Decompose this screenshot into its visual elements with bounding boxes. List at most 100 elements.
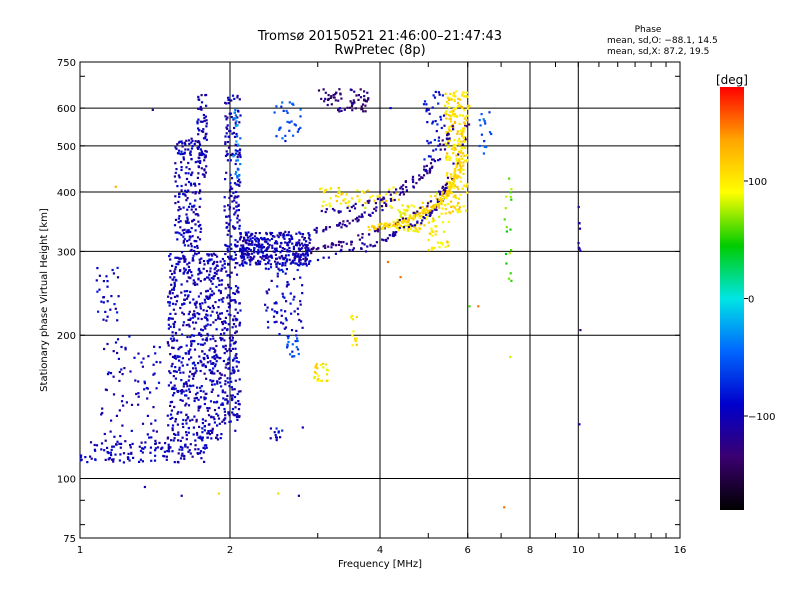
data-point: [230, 255, 233, 258]
data-point: [187, 139, 191, 142]
data-point: [141, 422, 145, 425]
data-point: [462, 161, 465, 164]
data-point: [180, 161, 183, 164]
data-point: [436, 192, 439, 195]
data-point: [447, 142, 450, 145]
data-point: [363, 99, 366, 102]
data-point: [116, 319, 119, 322]
data-point: [434, 233, 437, 236]
data-point: [234, 173, 237, 176]
data-point: [199, 359, 202, 362]
data-point: [381, 238, 384, 241]
data-point: [178, 192, 181, 195]
data-point: [214, 339, 217, 343]
data-point: [238, 152, 241, 155]
data-point: [180, 391, 183, 394]
data-point: [226, 377, 229, 380]
data-point: [301, 284, 304, 287]
data-point: [176, 390, 180, 393]
data-point: [452, 183, 455, 187]
data-point: [236, 392, 239, 396]
data-point: [418, 178, 421, 181]
data-point: [235, 170, 238, 174]
data-point: [192, 361, 196, 364]
data-point: [449, 191, 452, 194]
data-point: [235, 124, 238, 128]
data-point: [253, 238, 257, 241]
data-point: [266, 242, 270, 245]
data-point: [193, 397, 196, 400]
data-point: [437, 102, 440, 105]
data-point: [169, 276, 172, 279]
data-point: [198, 153, 201, 156]
data-point: [339, 202, 342, 205]
data-point: [308, 260, 311, 263]
data-point: [170, 400, 174, 403]
data-point: [215, 328, 218, 331]
data-point: [296, 268, 299, 272]
data-point: [478, 119, 481, 122]
data-point: [508, 252, 511, 255]
data-point: [367, 201, 370, 204]
data-point: [412, 229, 415, 232]
data-point: [254, 232, 257, 235]
data-point: [107, 371, 110, 374]
data-point: [382, 239, 385, 242]
data-point: [172, 322, 175, 325]
data-point: [420, 215, 423, 218]
data-point: [437, 136, 441, 139]
data-point: [194, 161, 197, 164]
data-point: [191, 191, 194, 194]
data-point: [169, 417, 172, 420]
data-point: [209, 429, 212, 432]
data-point: [302, 244, 305, 247]
data-point: [261, 246, 264, 249]
data-point: [182, 385, 185, 388]
data-point: [428, 171, 431, 174]
data-point: [171, 424, 175, 427]
data-point: [299, 108, 302, 111]
data-point: [198, 141, 201, 144]
data-point: [235, 356, 238, 359]
data-point: [267, 246, 270, 249]
data-point: [251, 233, 254, 236]
data-point: [286, 248, 289, 251]
data-point: [169, 325, 172, 328]
data-point: [359, 96, 363, 99]
data-point: [206, 319, 209, 322]
data-point: [456, 186, 459, 189]
data-point: [463, 154, 466, 157]
data-point: [452, 110, 455, 113]
data-point: [371, 211, 374, 214]
data-point: [461, 94, 464, 97]
data-point: [194, 199, 197, 202]
data-point: [447, 186, 450, 189]
data-point: [193, 372, 196, 375]
data-point: [237, 195, 240, 198]
data-point: [466, 183, 469, 186]
data-point: [122, 461, 125, 464]
data-point: [317, 377, 320, 381]
data-point: [459, 151, 462, 154]
data-point: [187, 350, 190, 353]
data-point: [267, 255, 270, 258]
data-point: [315, 229, 318, 232]
data-point: [172, 308, 175, 311]
data-point: [137, 392, 140, 395]
data-point: [112, 272, 115, 275]
data-point: [206, 314, 209, 317]
data-point: [275, 427, 278, 430]
data-point: [169, 404, 172, 407]
data-point: [186, 335, 189, 339]
data-point: [224, 391, 227, 394]
data-point: [199, 292, 202, 295]
data-point: [168, 450, 171, 453]
data-point: [109, 451, 112, 454]
data-point: [228, 206, 232, 209]
data-point: [175, 300, 178, 303]
data-point: [405, 186, 408, 189]
data-point: [294, 340, 297, 343]
data-point: [190, 245, 193, 248]
data-point: [183, 228, 186, 231]
data-point: [265, 253, 268, 256]
